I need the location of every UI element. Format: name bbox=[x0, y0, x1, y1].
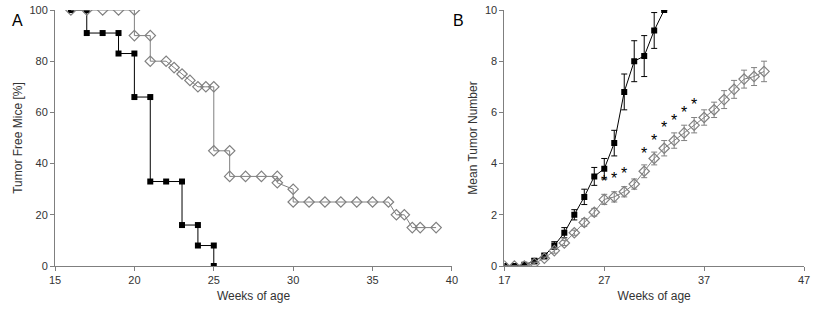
svg-text:47: 47 bbox=[798, 274, 810, 286]
svg-text:40: 40 bbox=[36, 157, 48, 169]
svg-text:27: 27 bbox=[598, 274, 610, 286]
svg-text:20: 20 bbox=[36, 209, 48, 221]
svg-text:Weeks of age: Weeks of age bbox=[217, 289, 290, 303]
svg-text:20: 20 bbox=[128, 274, 140, 286]
svg-text:A: A bbox=[12, 12, 23, 29]
svg-text:*: * bbox=[661, 119, 667, 136]
svg-text:37: 37 bbox=[698, 274, 710, 286]
svg-text:Mean Tumor Number: Mean Tumor Number bbox=[466, 81, 480, 194]
svg-text:80: 80 bbox=[36, 55, 48, 67]
svg-text:*: * bbox=[641, 145, 647, 162]
svg-text:*: * bbox=[621, 165, 627, 182]
svg-text:Tumor Free Mice [%]: Tumor Free Mice [%] bbox=[11, 82, 25, 194]
svg-text:8: 8 bbox=[491, 55, 497, 67]
svg-text:35: 35 bbox=[366, 274, 378, 286]
svg-text:10: 10 bbox=[485, 4, 497, 16]
svg-text:Weeks of age: Weeks of age bbox=[618, 289, 691, 303]
svg-text:25: 25 bbox=[208, 274, 220, 286]
svg-text:60: 60 bbox=[36, 106, 48, 118]
svg-text:B: B bbox=[453, 12, 464, 29]
svg-text:17: 17 bbox=[498, 274, 510, 286]
svg-text:*: * bbox=[601, 173, 607, 190]
svg-text:15: 15 bbox=[49, 274, 61, 286]
svg-text:30: 30 bbox=[287, 274, 299, 286]
svg-text:*: * bbox=[671, 112, 677, 129]
svg-text:4: 4 bbox=[491, 157, 497, 169]
svg-text:2: 2 bbox=[491, 209, 497, 221]
svg-text:100: 100 bbox=[29, 4, 47, 16]
svg-text:*: * bbox=[691, 96, 697, 113]
svg-text:0: 0 bbox=[42, 260, 48, 272]
svg-text:40: 40 bbox=[446, 274, 458, 286]
svg-text:6: 6 bbox=[491, 106, 497, 118]
svg-text:*: * bbox=[611, 170, 617, 187]
svg-text:0: 0 bbox=[491, 260, 497, 272]
svg-text:*: * bbox=[651, 132, 657, 149]
svg-text:*: * bbox=[681, 104, 687, 121]
